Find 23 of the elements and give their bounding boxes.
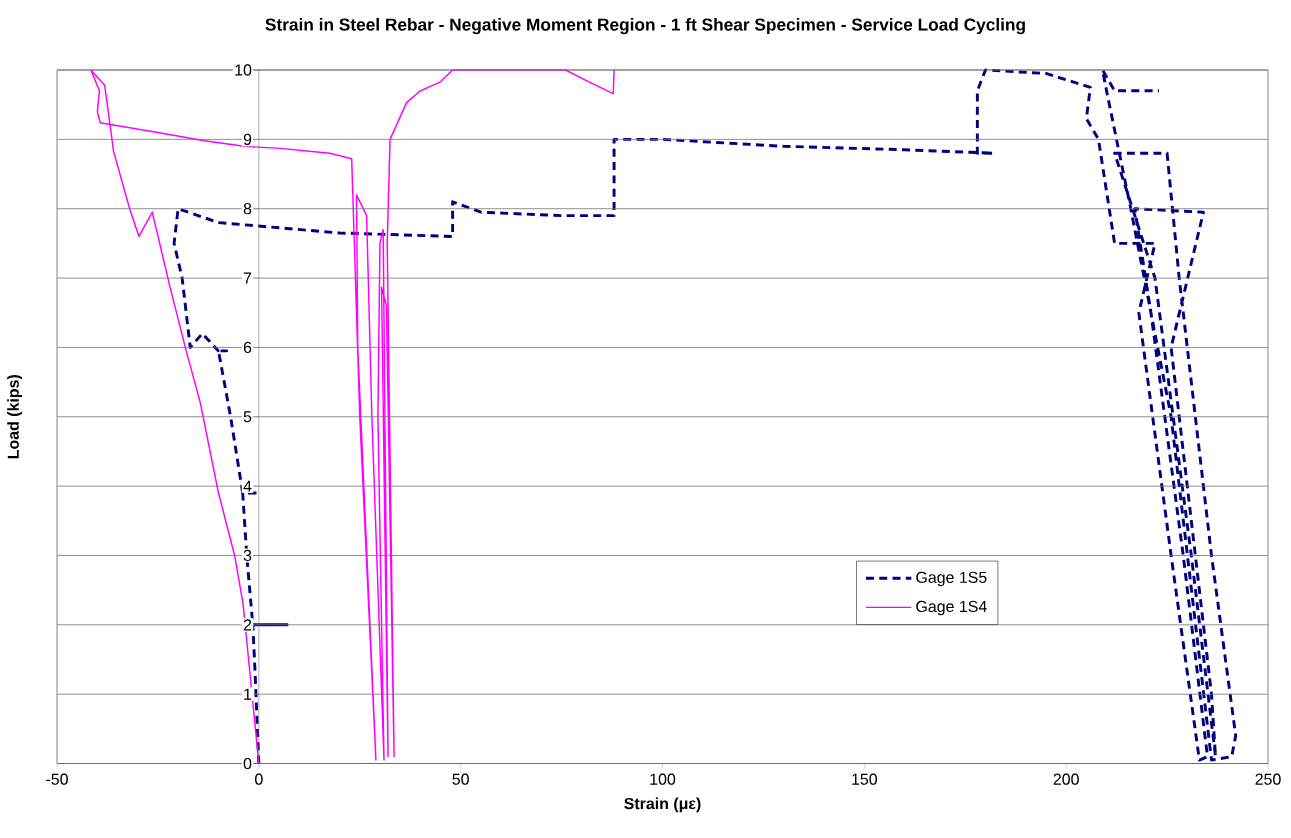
x-axis-title: Strain (με) [624, 797, 701, 813]
y-tick-label: 0 [243, 758, 252, 770]
y-tick-label: 10 [235, 64, 252, 76]
x-tick-label: 250 [1255, 773, 1281, 786]
x-tick-label: -50 [46, 773, 68, 786]
chart-title: Strain in Steel Rebar - Negative Moment Region - 1 ft Shear Specimen - Service Load Cycling [265, 18, 1025, 35]
x-tick-label: 150 [852, 773, 878, 786]
y-tick-label: 2 [243, 619, 252, 631]
legend-label: Gage 1S5 [916, 571, 987, 587]
x-tick-label: 0 [255, 773, 263, 786]
y-tick-label: 7 [243, 272, 252, 284]
y-tick-label: 8 [243, 203, 252, 215]
x-tick-label: 50 [452, 773, 469, 786]
y-tick-label: 9 [243, 133, 252, 146]
x-tick-label: 200 [1053, 773, 1079, 786]
y-tick-label: 5 [243, 411, 252, 423]
y-axis-title: Load (kips) [7, 375, 23, 459]
y-tick-label: 3 [243, 550, 252, 562]
y-tick-label: 4 [243, 480, 252, 492]
legend-label: Gage 1S4 [916, 601, 987, 616]
x-tick-label: 100 [650, 773, 676, 786]
y-tick-label: 6 [243, 342, 252, 354]
y-tick-label: 1 [244, 688, 252, 700]
